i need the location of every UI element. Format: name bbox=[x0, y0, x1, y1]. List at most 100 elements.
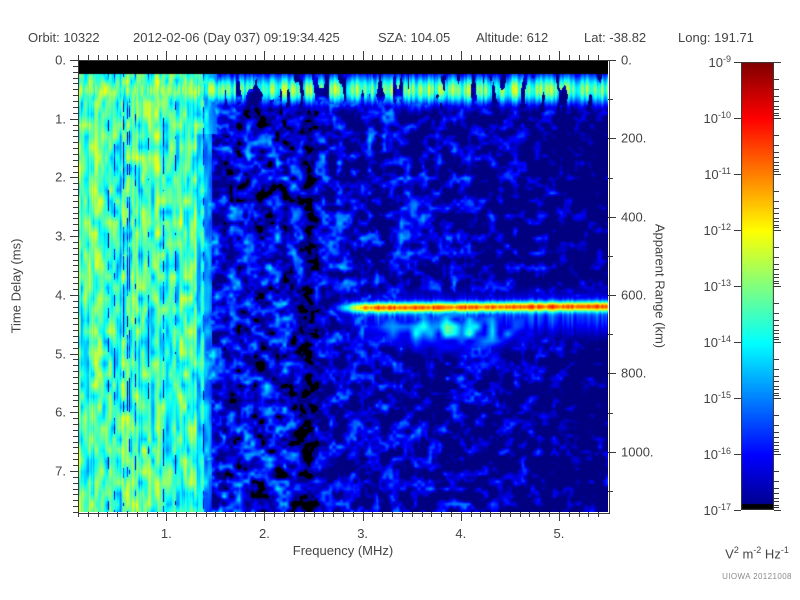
axis-tick bbox=[774, 218, 779, 219]
axis-tick bbox=[372, 55, 373, 60]
axis-tick bbox=[774, 109, 779, 110]
axis-tick bbox=[73, 189, 78, 190]
axis-tick bbox=[774, 106, 779, 107]
axis-tick bbox=[73, 371, 78, 372]
axis-tick bbox=[774, 510, 781, 511]
colorbar-label-mantissa: 10 bbox=[708, 55, 723, 71]
colorbar bbox=[741, 62, 774, 510]
axis-tick bbox=[73, 113, 78, 114]
y-axis-left-label: 4. bbox=[55, 287, 66, 303]
x-axis-label: 3. bbox=[357, 526, 369, 541]
axis-tick bbox=[73, 254, 78, 255]
axis-tick bbox=[147, 55, 148, 60]
axis-tick bbox=[73, 142, 78, 143]
colorbar-label-mantissa: 10 bbox=[704, 167, 719, 183]
axis-tick bbox=[774, 481, 779, 482]
axis-tick bbox=[774, 325, 779, 326]
axis-tick bbox=[294, 55, 295, 60]
axis-tick bbox=[774, 303, 779, 304]
axis-tick bbox=[774, 359, 779, 360]
axis-tick bbox=[608, 295, 616, 296]
axis-tick bbox=[107, 55, 108, 60]
axis-tick bbox=[73, 506, 78, 507]
axis-tick bbox=[363, 51, 364, 60]
axis-tick bbox=[166, 51, 167, 60]
axis-tick bbox=[264, 51, 265, 60]
axis-tick bbox=[774, 386, 779, 387]
units-metre: m bbox=[738, 546, 754, 562]
axis-tick bbox=[333, 55, 334, 60]
units-metre-exponent: -2 bbox=[753, 545, 762, 555]
header-datetime: 2012-02-06 (Day 037) 09:19:34.425 bbox=[133, 30, 340, 45]
axis-tick bbox=[588, 55, 589, 60]
axis-tick bbox=[734, 118, 741, 119]
axis-tick bbox=[774, 157, 779, 158]
axis-tick bbox=[73, 489, 78, 490]
axis-tick bbox=[284, 55, 285, 60]
axis-tick bbox=[774, 415, 779, 416]
axis-tick bbox=[598, 55, 599, 60]
axis-tick bbox=[569, 55, 570, 60]
y-axis-left-label: 3. bbox=[55, 228, 66, 244]
units-hertz-exponent: -1 bbox=[780, 545, 789, 555]
axis-tick bbox=[245, 55, 246, 60]
axis-tick bbox=[774, 145, 779, 146]
axis-tick bbox=[431, 512, 432, 517]
axis-tick bbox=[774, 165, 779, 166]
axis-tick bbox=[73, 377, 78, 378]
axis-tick bbox=[117, 512, 118, 517]
axis-tick bbox=[274, 512, 275, 517]
colorbar-label-mantissa: 10 bbox=[703, 503, 718, 519]
axis-tick bbox=[73, 283, 78, 284]
units-hertz: Hz bbox=[761, 546, 781, 562]
units-volt-exponent: 2 bbox=[733, 545, 739, 555]
axis-tick bbox=[73, 213, 78, 214]
axis-tick bbox=[774, 451, 779, 452]
axis-tick bbox=[73, 477, 78, 478]
axis-tick bbox=[734, 342, 741, 343]
axis-tick bbox=[73, 395, 78, 396]
axis-tick bbox=[490, 55, 491, 60]
axis-tick bbox=[70, 236, 78, 237]
axis-tick bbox=[73, 224, 78, 225]
axis-tick bbox=[196, 55, 197, 60]
axis-tick bbox=[774, 277, 779, 278]
axis-tick bbox=[392, 512, 393, 517]
axis-tick bbox=[774, 118, 781, 119]
axis-tick bbox=[608, 373, 616, 374]
axis-tick bbox=[73, 465, 78, 466]
header-longitude: Long: 191.71 bbox=[678, 30, 754, 45]
axis-tick bbox=[137, 512, 138, 517]
axis-tick bbox=[608, 452, 616, 453]
axis-tick bbox=[225, 55, 226, 60]
axis-tick bbox=[70, 119, 78, 120]
axis-tick bbox=[441, 512, 442, 517]
axis-tick bbox=[73, 342, 78, 343]
y-axis-left-label: 6. bbox=[55, 404, 66, 420]
axis-tick bbox=[774, 115, 779, 116]
axis-tick bbox=[343, 512, 344, 517]
axis-tick bbox=[774, 339, 779, 340]
axis-tick bbox=[314, 55, 315, 60]
axis-tick bbox=[734, 454, 741, 455]
y-axis-right-label: 600. bbox=[621, 287, 647, 303]
axis-tick bbox=[70, 412, 78, 413]
axis-tick bbox=[73, 95, 78, 96]
axis-tick bbox=[73, 324, 78, 325]
axis-tick bbox=[608, 138, 616, 139]
axis-tick bbox=[73, 160, 78, 161]
colorbar-units: V2 m-2 Hz-1 bbox=[725, 545, 789, 561]
header-altitude: Altitude: 612 bbox=[476, 30, 549, 45]
axis-tick bbox=[422, 55, 423, 60]
axis-tick bbox=[774, 442, 779, 443]
x-axis-label: 5. bbox=[553, 526, 565, 541]
axis-tick bbox=[774, 227, 779, 228]
axis-tick bbox=[73, 459, 78, 460]
axis-tick bbox=[412, 512, 413, 517]
axis-tick bbox=[549, 512, 550, 517]
colorbar-tick-label: 10-14 bbox=[679, 334, 731, 350]
y-axis-left-label: 5. bbox=[55, 346, 66, 361]
x-axis-label: 4. bbox=[455, 526, 467, 541]
axis-tick bbox=[480, 512, 481, 517]
axis-tick bbox=[774, 162, 779, 163]
